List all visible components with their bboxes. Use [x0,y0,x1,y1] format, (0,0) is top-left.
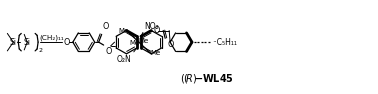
Text: O: O [105,47,112,56]
Text: Si: Si [10,38,17,47]
Text: Me: Me [130,40,140,46]
Text: Me: Me [150,50,161,56]
Text: O₂N: O₂N [117,55,132,64]
Text: $\it{R}$: $\it{R}$ [185,72,193,84]
Text: O: O [103,22,109,31]
Text: Me: Me [118,28,129,34]
Text: NO₂: NO₂ [144,22,159,30]
Text: O: O [64,38,70,47]
Text: O: O [153,26,160,35]
Text: 2: 2 [38,48,42,53]
Text: $\mathbf{-WL45}$: $\mathbf{-WL45}$ [194,72,234,84]
Text: Me: Me [139,38,149,44]
Text: ··C₅H₁₁: ··C₅H₁₁ [212,38,237,47]
Text: (: ( [181,74,187,84]
Text: ): ) [192,74,196,84]
Text: O: O [167,40,174,49]
Text: (: ( [183,74,187,84]
Text: (CH₂)₁₁: (CH₂)₁₁ [40,35,64,41]
Text: Si: Si [24,38,31,47]
